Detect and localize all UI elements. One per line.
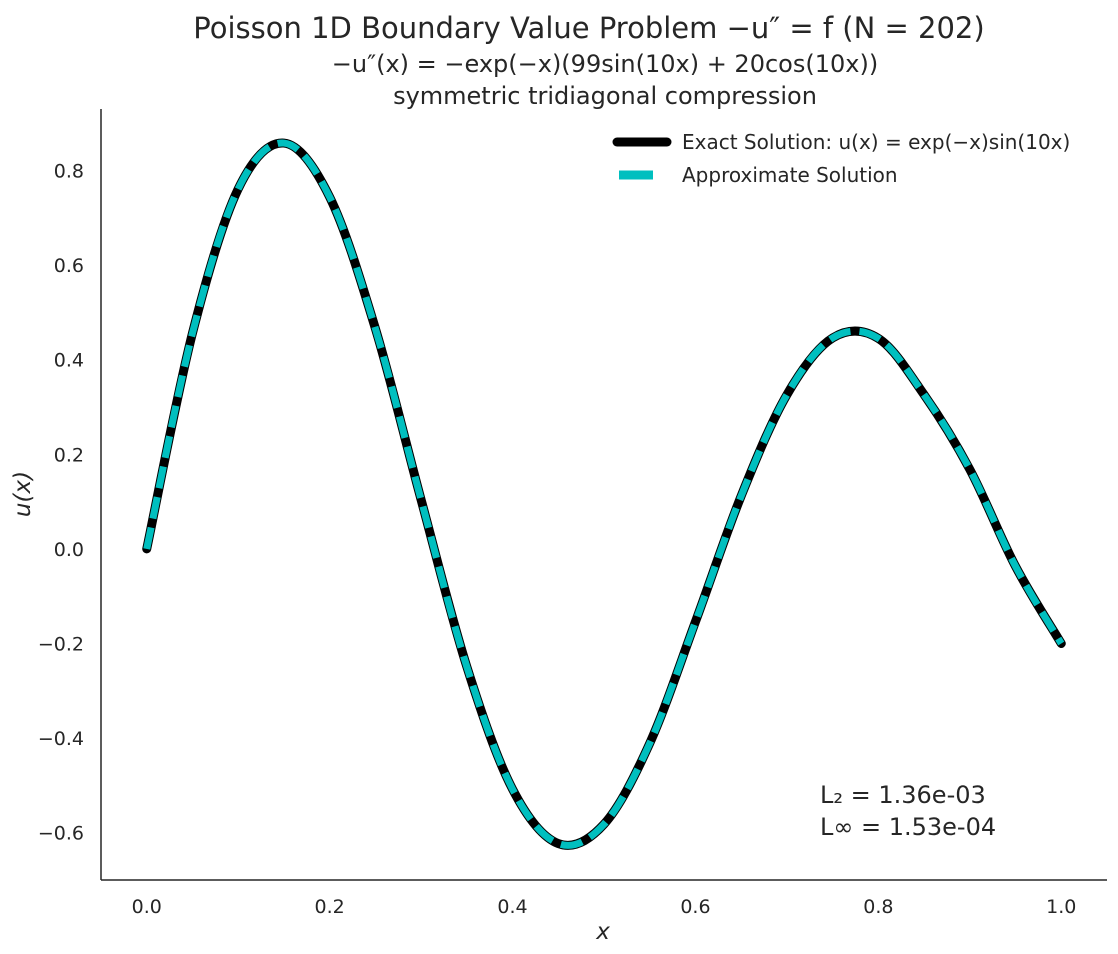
series-line-approximate (143, 139, 1065, 849)
y-tick-label: −0.4 (38, 728, 84, 750)
linf-error-annotation: L∞ = 1.53e-04 (820, 813, 996, 841)
y-tick-label: 0.2 (54, 444, 84, 466)
y-tick-label: −0.2 (38, 633, 84, 655)
y-tick-labels: −0.6 −0.4 −0.2 0.0 0.2 0.4 0.6 0.8 (38, 160, 84, 844)
y-tick-label: −0.6 (38, 823, 84, 845)
chart-subtitle-method: symmetric tridiagonal compression (393, 82, 817, 110)
series-layer (142, 138, 1066, 850)
x-tick-label: 0.0 (132, 896, 162, 918)
axes (100, 109, 1107, 881)
y-tick-label: 0.8 (54, 160, 84, 182)
series-line-exact (142, 138, 1066, 850)
y-tick-label: 0.0 (54, 539, 84, 561)
x-tick-label: 0.8 (863, 896, 893, 918)
x-tick-label: 0.4 (497, 896, 527, 918)
chart-subtitle: −u″(x) = −exp(−x)(99sin(10x) + 20cos(10x… (332, 50, 878, 78)
l2-error-annotation: L₂ = 1.36e-03 (820, 781, 986, 809)
legend-label-approx: Approximate Solution (682, 163, 898, 187)
legend-label-exact: Exact Solution: u(x) = exp(−x)sin(10x) (682, 130, 1070, 154)
x-tick-label: 0.2 (315, 896, 345, 918)
x-tick-label: 0.6 (680, 896, 710, 918)
x-axis-label: x (595, 919, 610, 945)
x-tick-label: 1.0 (1046, 896, 1076, 918)
chart-title: Poisson 1D Boundary Value Problem −u″ = … (193, 11, 984, 45)
y-tick-label: 0.4 (54, 350, 84, 372)
y-tick-label: 0.6 (54, 255, 84, 277)
x-tick-labels: 0.0 0.2 0.4 0.6 0.8 1.0 (132, 896, 1077, 918)
y-axis-label: u(x) (10, 471, 36, 517)
legend: Exact Solution: u(x) = exp(−x)sin(10x) A… (612, 130, 1070, 187)
